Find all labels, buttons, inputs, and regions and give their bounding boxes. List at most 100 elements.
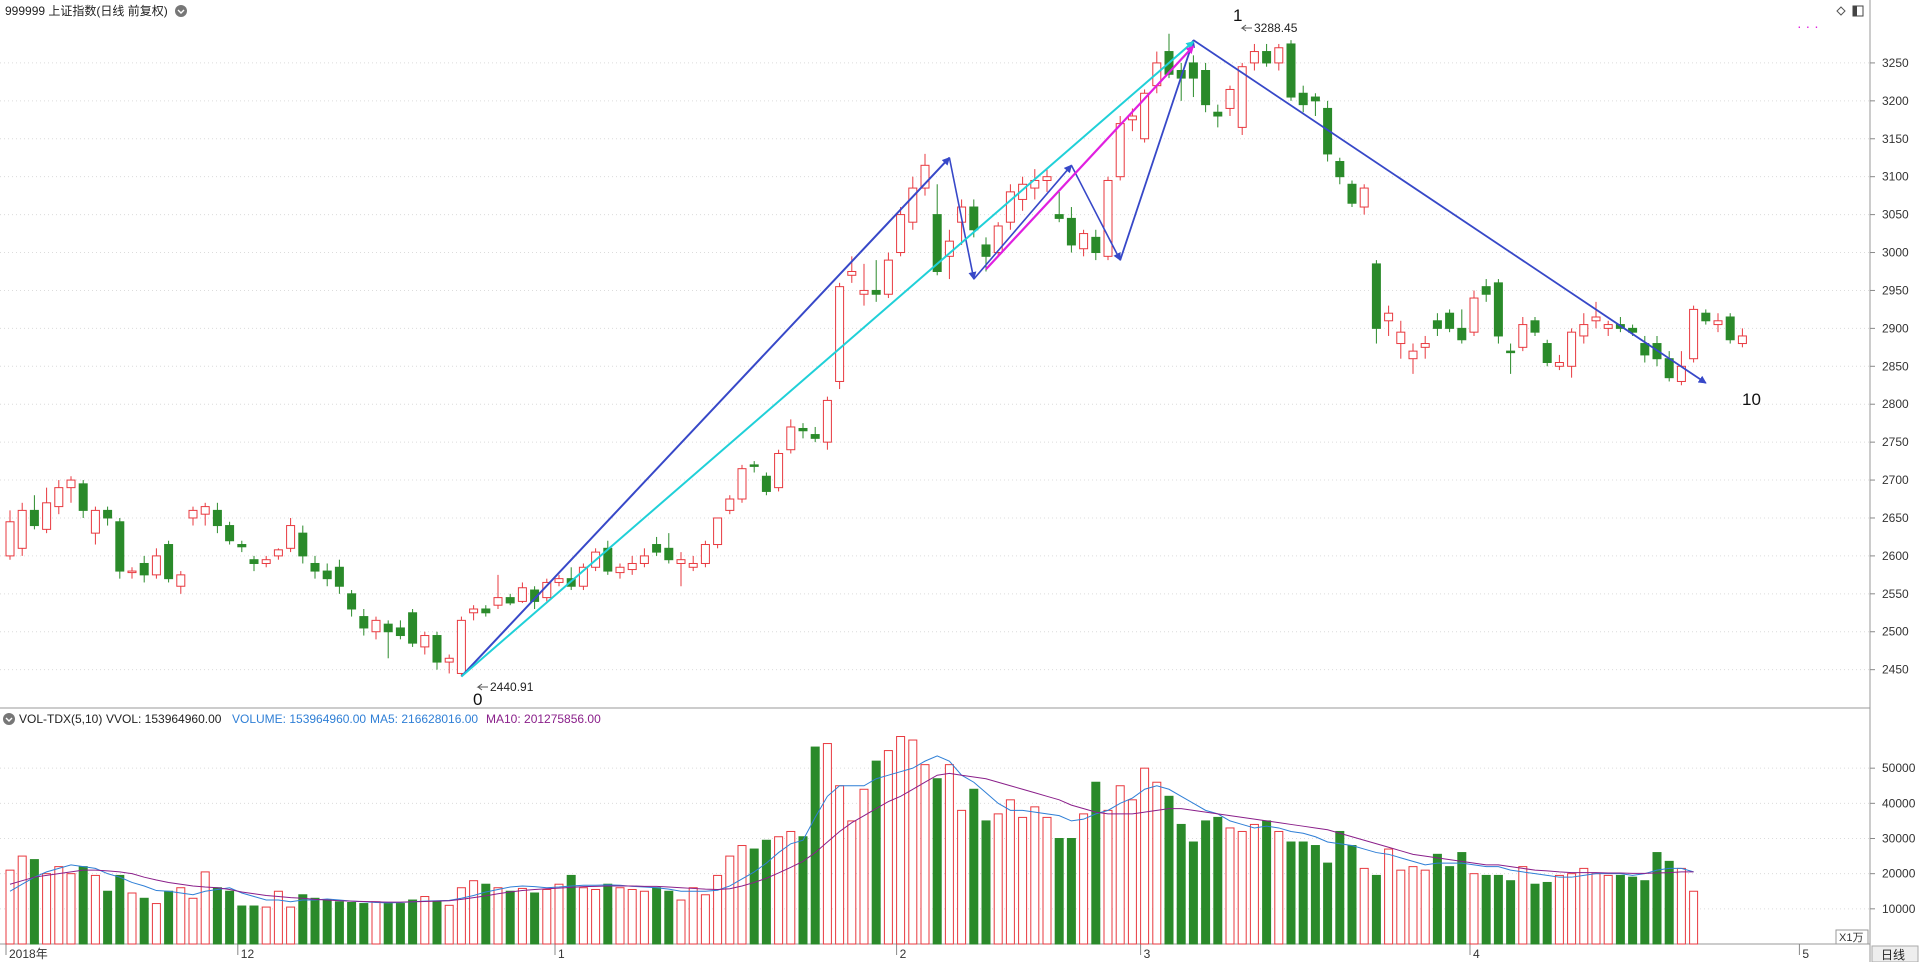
volume-bar: [883, 750, 893, 945]
candle-body: [286, 525, 296, 549]
volume-bar: [1542, 881, 1552, 945]
candle-body: [322, 570, 332, 580]
candle-body: [1481, 286, 1491, 295]
candle-body: [749, 464, 759, 467]
volume-bar: [78, 866, 88, 945]
candle-body: [908, 187, 918, 223]
candle-body: [347, 593, 357, 610]
low-price-label: 2440.91: [490, 680, 534, 694]
candle-body: [1323, 107, 1333, 155]
volume-bar: [444, 904, 454, 945]
price-tick-label: 2950: [1882, 283, 1909, 297]
volume-bar: [1127, 799, 1137, 945]
volume-bar: [981, 820, 991, 945]
price-tick-label: 2700: [1882, 473, 1909, 487]
candle-body: [127, 570, 137, 574]
symbol-title: 999999 上证指数(日线 前复权): [5, 3, 168, 18]
volume-bar: [1457, 852, 1467, 945]
volume-bar: [1420, 869, 1430, 945]
volume-bar: [578, 887, 588, 945]
volume-bar: [725, 855, 735, 945]
volume-bar: [517, 887, 527, 945]
candle-body: [1554, 362, 1564, 367]
volume-bar: [1371, 874, 1381, 945]
volume-bar: [151, 903, 161, 945]
candle-body: [969, 206, 979, 231]
candle-body: [627, 562, 637, 571]
candle-body: [1603, 324, 1613, 329]
volume-bar: [176, 887, 186, 945]
volume-bar: [1408, 866, 1418, 945]
candle-body: [432, 635, 442, 663]
volume-unit-label: X1万: [1839, 932, 1863, 944]
volume-bar: [920, 764, 930, 945]
volume-bar: [761, 839, 771, 945]
volume-bar: [1359, 867, 1369, 945]
volume-bar: [395, 903, 405, 945]
candle-body: [408, 612, 418, 644]
volume-bar: [493, 887, 503, 945]
volume-bar: [115, 874, 125, 945]
candle-body: [688, 562, 698, 568]
candle-body: [1310, 96, 1320, 102]
candle-body: [90, 509, 100, 534]
volume-bar: [66, 873, 76, 945]
volume-bar: [1384, 848, 1394, 945]
volume-bar: [90, 874, 100, 945]
diamond-icon[interactable]: [1836, 6, 1846, 16]
volume-bar: [1201, 820, 1211, 945]
candle-body: [1213, 111, 1223, 117]
candle-body: [700, 544, 710, 564]
volume-bar: [1469, 873, 1479, 945]
candle-body: [200, 506, 210, 515]
volume-bar: [334, 901, 344, 945]
volume-bar: [700, 894, 710, 945]
volume-bar: [1164, 795, 1174, 945]
candle-body: [1591, 316, 1601, 322]
volume-bar: [383, 903, 393, 945]
candle-body: [1737, 335, 1747, 345]
volume-bar: [432, 901, 442, 945]
volume-bar: [1042, 816, 1052, 945]
candle-body: [1408, 350, 1418, 360]
price-tick-label: 2800: [1882, 397, 1909, 411]
volume-bar: [127, 892, 137, 945]
price-tick-label: 2650: [1882, 511, 1909, 525]
candle-body: [1249, 51, 1259, 64]
volume-axis: 10000 20000 30000 40000 50000: [1870, 761, 1916, 916]
volume-bar: [1676, 867, 1686, 945]
volume-bar: [822, 743, 832, 945]
volume-bar: [1152, 781, 1162, 945]
candle-body: [1432, 320, 1442, 329]
candle-body: [420, 635, 430, 648]
volume-bar: [1030, 806, 1040, 945]
candle-body: [786, 426, 796, 451]
volume-bar: [1274, 830, 1284, 945]
volume-bar: [542, 888, 552, 945]
candle-body: [896, 214, 906, 254]
candle-body: [1274, 47, 1284, 64]
volume-bar: [29, 859, 39, 945]
candle-body: [1689, 308, 1699, 360]
wave-arrow: [460, 40, 1195, 678]
price-tick-label: 2550: [1882, 587, 1909, 601]
candle-body: [273, 549, 283, 557]
candle-body: [652, 544, 662, 553]
price-tick-label: 3200: [1882, 94, 1909, 108]
symbol-dropdown-icon[interactable]: [175, 5, 187, 17]
volume-bar: [1591, 873, 1601, 945]
candle-body: [1286, 43, 1296, 98]
candle-body: [1347, 183, 1357, 204]
volume-bar: [1115, 785, 1125, 945]
candle-body: [261, 559, 271, 564]
volume-dropdown-icon[interactable]: [3, 713, 15, 725]
window-toggle-icon-fill: [1853, 6, 1857, 16]
volume-bar: [676, 899, 686, 945]
date-tick-label: 3: [1144, 947, 1151, 961]
volume-bar: [993, 813, 1003, 945]
price-tick-label: 2850: [1882, 359, 1909, 373]
volume-bar: [42, 873, 52, 945]
volume-bar: [1079, 813, 1089, 945]
volume-tick-label: 50000: [1882, 761, 1916, 775]
